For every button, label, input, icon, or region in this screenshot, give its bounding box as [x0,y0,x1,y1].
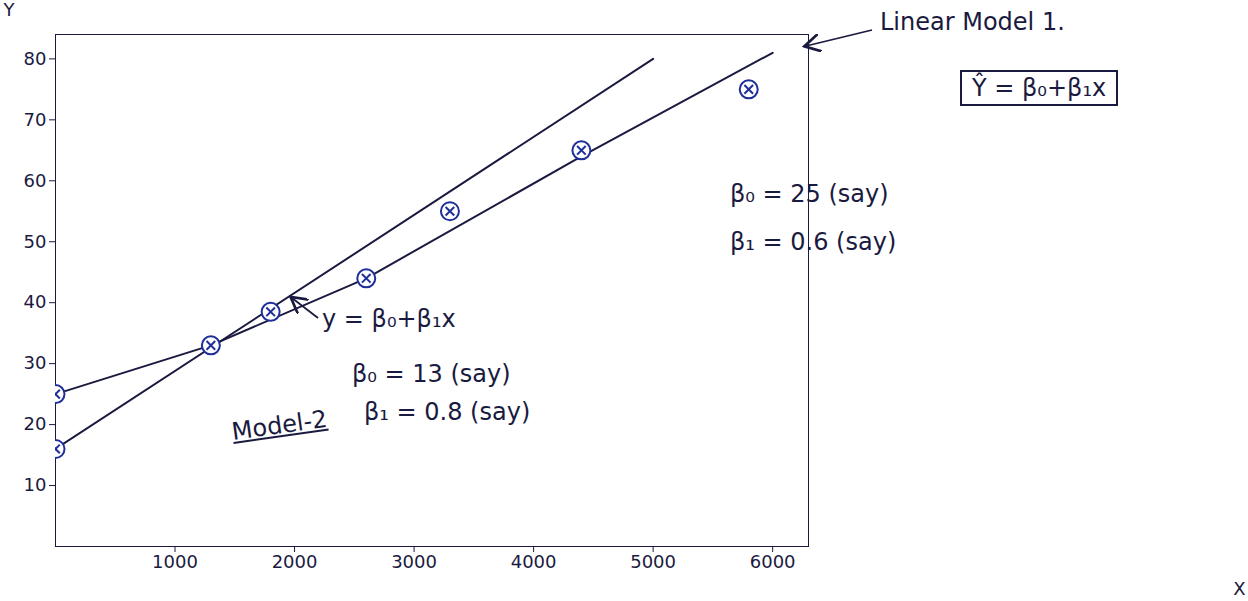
svg-text:5000: 5000 [630,551,676,572]
html-text:β₀ = 25 (say): β₀ = 25 (say) [730,180,889,208]
svg-text:30: 30 [24,352,47,373]
svg-text:80: 80 [24,48,47,69]
svg-text:Y: Y [3,0,16,20]
svg-text:6000: 6000 [750,551,796,572]
svg-text:40: 40 [24,291,47,312]
svg-text:20: 20 [24,413,47,434]
html-text:Ŷ = β₀+β₁x: Ŷ = β₀+β₁x [972,74,1107,102]
svg-text:10: 10 [24,474,47,495]
svg-text:X: X [1233,578,1245,599]
html-text:β₀ = 13 (say): β₀ = 13 (say) [352,360,511,388]
svg-text:4000: 4000 [511,551,557,572]
svg-text:1000: 1000 [152,551,198,572]
svg-text:2000: 2000 [272,551,318,572]
html-text:Model-2: Model-2 [230,404,329,446]
html-text:y = β₀+β₁x: y = β₀+β₁x [322,305,456,333]
svg-text:50: 50 [24,230,47,251]
svg-text:60: 60 [24,170,47,191]
html-text:Linear Model 1.: Linear Model 1. [880,8,1065,36]
svg-text:70: 70 [24,109,47,130]
html-text:β₁ = 0.8 (say): β₁ = 0.8 (say) [364,398,531,426]
html-text:β₁ = 0.6 (say): β₁ = 0.6 (say) [730,228,897,256]
svg-text:3000: 3000 [391,551,437,572]
